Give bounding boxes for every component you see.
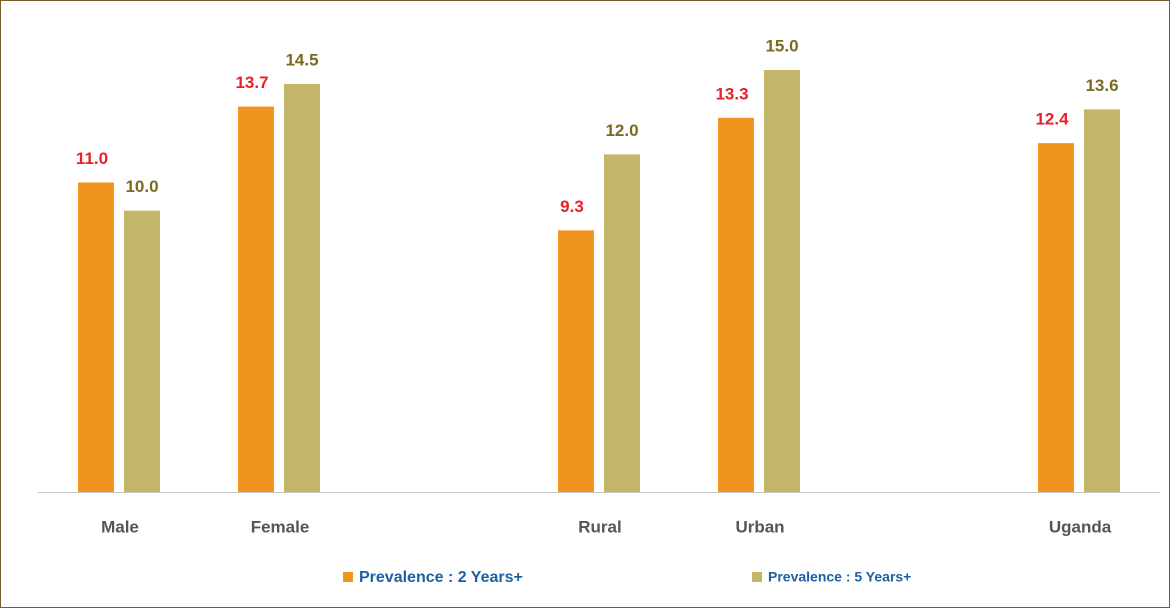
bar: [558, 230, 594, 493]
value-label: 12.0: [605, 121, 638, 140]
value-label: 9.3: [560, 197, 584, 216]
legend-swatch: [343, 572, 353, 582]
value-label: 11.0: [76, 149, 108, 168]
value-label: 14.5: [285, 51, 318, 70]
value-label: 13.7: [235, 73, 268, 92]
bar: [718, 117, 754, 493]
bar: [284, 84, 320, 493]
x-tick-label: Male: [101, 517, 139, 536]
x-tick-label: Uganda: [1049, 517, 1112, 536]
x-tick-label: Female: [251, 517, 310, 536]
legend-label: Prevalence : 2 Years+: [359, 569, 523, 586]
bar: [604, 154, 640, 492]
bar: [124, 210, 160, 492]
bar: [78, 182, 114, 493]
value-label: 10.0: [125, 177, 158, 196]
value-label: 15.0: [765, 36, 798, 55]
bar: [1038, 143, 1074, 492]
bar: [1084, 109, 1120, 493]
value-label: 12.4: [1035, 110, 1069, 129]
bar: [238, 106, 274, 492]
legend-label: Prevalence : 5 Years+: [768, 569, 911, 585]
legend-swatch: [752, 572, 762, 582]
bar: [764, 70, 800, 492]
x-tick-label: Urban: [735, 517, 784, 536]
x-tick-label: Rural: [578, 517, 621, 536]
value-label: 13.3: [715, 84, 748, 103]
value-label: 13.6: [1085, 76, 1118, 95]
